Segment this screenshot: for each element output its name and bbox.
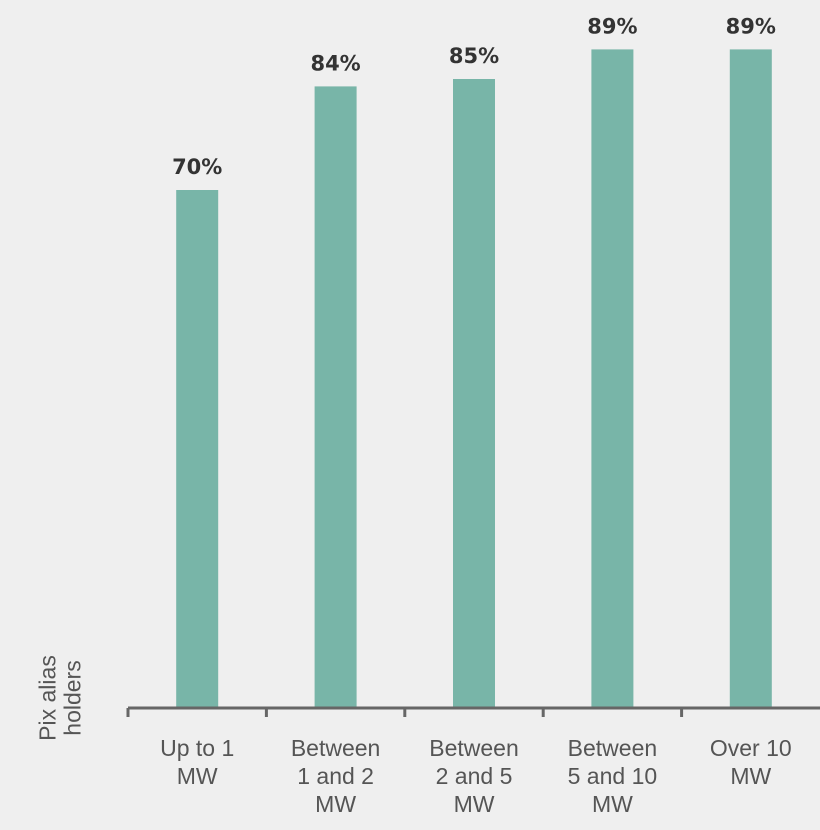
value-label: 85% — [449, 44, 499, 68]
y-axis-label-group: Pix aliasholders — [35, 655, 86, 741]
x-tick-label: Over 10 MW — [710, 735, 792, 789]
x-tick-label: Between 2 and 5 MW — [429, 735, 519, 817]
x-tick-label: Between 5 and 10 MW — [568, 735, 658, 817]
bar — [453, 79, 495, 708]
x-tick-label: Between 1 and 2 MW — [291, 735, 381, 817]
value-label: 84% — [310, 51, 360, 75]
value-label: 70% — [172, 155, 222, 179]
value-label: 89% — [726, 14, 776, 38]
bar — [591, 49, 634, 708]
x-tick-label: Up to 1 MW — [160, 735, 234, 789]
bar — [314, 86, 357, 708]
y-axis-label: Pix aliasholders — [35, 655, 86, 741]
bar — [729, 49, 772, 708]
bar — [176, 190, 219, 708]
value-label: 89% — [587, 14, 637, 38]
